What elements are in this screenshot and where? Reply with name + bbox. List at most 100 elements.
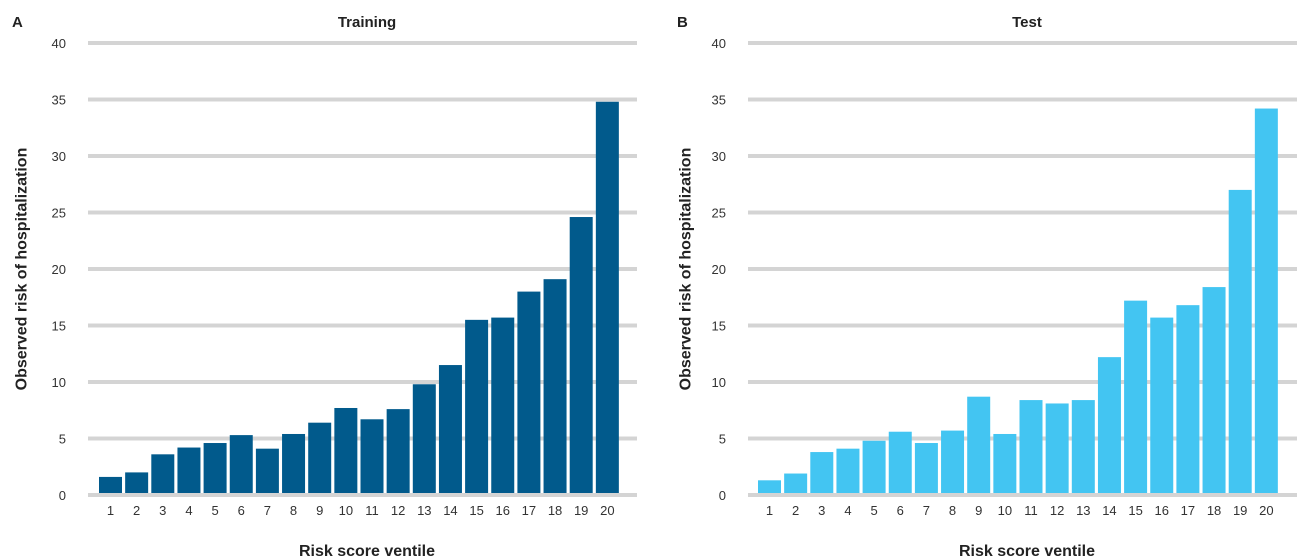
bar-ventile-15 (1124, 300, 1148, 493)
x-tick-label: 4 (185, 503, 192, 518)
bar-ventile-10 (334, 407, 358, 493)
panel-letter: B (677, 14, 688, 31)
y-tick-label: 30 (52, 149, 66, 164)
chart-title: Training (338, 14, 396, 31)
bar-ventile-11 (1019, 400, 1043, 493)
y-tick-label: 20 (712, 262, 726, 277)
x-tick-label: 7 (923, 503, 930, 518)
x-tick-label: 16 (496, 503, 510, 518)
y-tick-label: 15 (712, 319, 726, 334)
y-tick-label: 20 (52, 262, 66, 277)
bar-ventile-19 (569, 217, 593, 493)
x-tick-label: 10 (998, 503, 1012, 518)
x-tick-label: 12 (391, 503, 405, 518)
bar-ventile-8 (941, 430, 965, 493)
bar-ventile-3 (810, 452, 834, 493)
x-tick-label: 17 (1181, 503, 1195, 518)
x-tick-label: 20 (1259, 503, 1273, 518)
x-tick-label: 12 (1050, 503, 1064, 518)
x-tick-label: 15 (1128, 503, 1142, 518)
x-tick-label: 7 (264, 503, 271, 518)
bar-ventile-7 (914, 443, 938, 493)
x-tick-label: 13 (417, 503, 431, 518)
x-tick-label: 18 (548, 503, 562, 518)
bar-ventile-7 (255, 448, 279, 493)
y-tick-label: 35 (52, 93, 66, 108)
x-tick-label: 2 (792, 503, 799, 518)
bar-ventile-16 (491, 317, 515, 493)
bar-ventile-12 (386, 409, 410, 493)
y-tick-label: 25 (712, 206, 726, 221)
x-tick-label: 2 (133, 503, 140, 518)
bar-ventile-12 (1045, 403, 1069, 493)
y-axis-title: Observed risk of hospitalization (678, 148, 695, 391)
x-tick-label: 20 (600, 503, 614, 518)
bar-ventile-14 (438, 365, 462, 493)
y-tick-label: 40 (712, 36, 726, 51)
bar-ventile-2 (784, 473, 808, 493)
x-tick-label: 11 (365, 503, 379, 518)
x-tick-label: 17 (522, 503, 536, 518)
y-tick-label: 40 (52, 36, 66, 51)
bar-ventile-6 (229, 435, 253, 493)
bar-ventile-10 (993, 433, 1017, 493)
y-tick-label: 10 (52, 375, 66, 390)
bar-ventile-1 (758, 480, 781, 493)
bar-ventile-5 (203, 443, 227, 493)
x-tick-label: 3 (159, 503, 166, 518)
x-tick-label: 1 (766, 503, 773, 518)
x-tick-label: 1 (107, 503, 114, 518)
x-tick-label: 4 (844, 503, 851, 518)
x-tick-label: 5 (870, 503, 877, 518)
y-tick-label: 0 (719, 488, 726, 503)
bar-ventile-9 (967, 396, 991, 493)
y-tick-label: 10 (712, 375, 726, 390)
bar-ventile-4 (836, 448, 860, 493)
x-tick-label: 8 (949, 503, 956, 518)
y-tick-label: 35 (712, 93, 726, 108)
chart-title: Test (1012, 14, 1042, 31)
x-tick-label: 6 (238, 503, 245, 518)
y-tick-label: 0 (59, 488, 66, 503)
x-tick-label: 5 (211, 503, 218, 518)
bar-ventile-11 (360, 419, 384, 493)
y-tick-label: 5 (719, 432, 726, 447)
bar-ventile-19 (1228, 189, 1252, 493)
x-tick-label: 14 (443, 503, 457, 518)
bar-ventile-13 (412, 384, 436, 493)
x-tick-label: 9 (316, 503, 323, 518)
bar-ventile-13 (1071, 400, 1095, 493)
bar-ventile-2 (125, 472, 149, 493)
bar-ventile-15 (465, 319, 489, 493)
x-tick-label: 15 (469, 503, 483, 518)
x-axis-title: Risk score ventile (299, 543, 435, 560)
bar-ventile-4 (177, 447, 201, 493)
x-tick-label: 19 (1233, 503, 1247, 518)
x-tick-label: 3 (818, 503, 825, 518)
bar-ventile-9 (308, 422, 332, 493)
y-tick-label: 30 (712, 149, 726, 164)
y-tick-label: 5 (59, 432, 66, 447)
bar-ventile-20 (595, 101, 619, 493)
bar-ventile-17 (517, 291, 541, 493)
bar-ventile-18 (543, 279, 567, 493)
x-axis-title: Risk score ventile (959, 543, 1095, 560)
x-tick-label: 13 (1076, 503, 1090, 518)
x-tick-label: 9 (975, 503, 982, 518)
x-tick-label: 8 (290, 503, 297, 518)
bar-ventile-5 (862, 440, 886, 493)
x-tick-label: 14 (1102, 503, 1116, 518)
bar-ventile-1 (99, 476, 122, 493)
panel-letter: A (12, 14, 23, 31)
bar-ventile-6 (888, 431, 912, 493)
x-tick-label: 10 (339, 503, 353, 518)
bar-ventile-8 (282, 433, 306, 493)
y-tick-label: 15 (52, 319, 66, 334)
bar-ventile-18 (1202, 287, 1226, 493)
x-tick-label: 11 (1024, 503, 1038, 518)
x-tick-label: 16 (1155, 503, 1169, 518)
x-tick-label: 18 (1207, 503, 1221, 518)
